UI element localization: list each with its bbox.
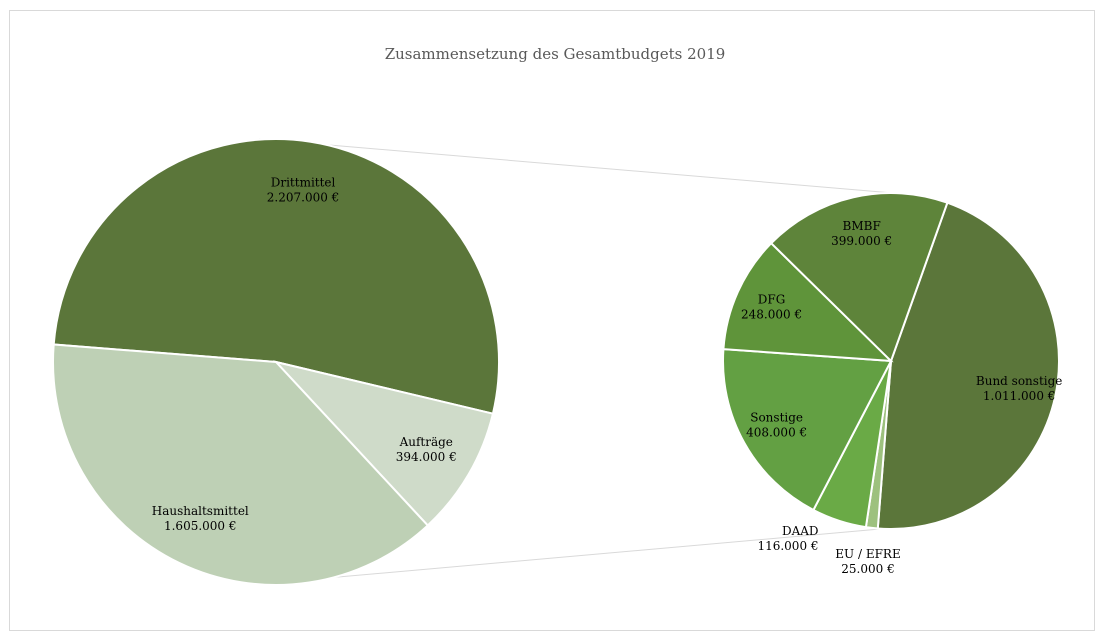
slice-label: Bund sonstige [976, 374, 1062, 388]
slice-value-label: 1.605.000 € [164, 519, 237, 533]
connector [258, 138, 894, 194]
slice-label: DAAD [782, 524, 819, 538]
slice-value-label: 394.000 € [396, 450, 457, 464]
slice-value-label: 2.207.000 € [267, 191, 340, 205]
connector [258, 528, 881, 585]
pie-slice [722, 348, 893, 512]
slice-label: DFG [758, 293, 786, 307]
slice-value-label: 408.000 € [746, 425, 807, 439]
slice-label: Aufträge [399, 435, 453, 449]
slice-value-label: 1.011.000 € [983, 389, 1056, 403]
slice-value-label: 399.000 € [831, 234, 892, 248]
pie-slice [52, 343, 430, 586]
slice-label: EU / EFRE [835, 547, 900, 561]
pie-slice [722, 241, 894, 363]
pie-slice [273, 360, 495, 527]
pie-slice [876, 201, 1060, 530]
slice-value-label: 248.000 € [741, 308, 802, 322]
pie-slice [52, 138, 500, 415]
slice-label: BMBF [843, 219, 881, 233]
slice-label: Haushaltsmittel [152, 504, 249, 518]
slice-value-label: 116.000 € [757, 539, 818, 553]
slice-label: Sonstige [750, 410, 803, 424]
slice-value-label: 25.000 € [841, 562, 894, 576]
chart-title: Zusammensetzung des Gesamtbudgets 2019 [385, 45, 726, 63]
pie-slice [769, 192, 949, 363]
slice-label: Drittmittel [271, 176, 336, 190]
